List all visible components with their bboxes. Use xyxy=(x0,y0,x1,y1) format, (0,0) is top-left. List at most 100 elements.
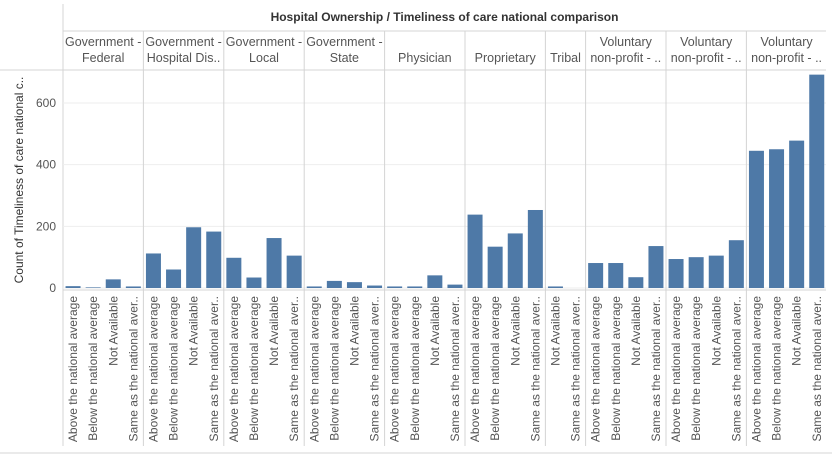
x-tick-label: Not Available xyxy=(106,296,120,366)
bar xyxy=(668,259,684,288)
bar xyxy=(85,287,101,288)
x-tick-label: Not Available xyxy=(267,296,281,366)
x-tick-label: Below the national average xyxy=(609,296,623,441)
bar xyxy=(226,257,242,288)
x-tick-label: Above the national average xyxy=(307,296,321,442)
x-tick-label: Above the national average xyxy=(669,296,683,442)
x-tick-label: Same as the national aver.. xyxy=(448,296,462,441)
chart-title: Hospital Ownership / Timeliness of care … xyxy=(271,10,619,24)
x-tick-label: Below the national average xyxy=(770,296,784,441)
bar xyxy=(387,286,403,288)
x-tick-label: Below the national average xyxy=(488,296,502,441)
group-header-label: State xyxy=(330,51,359,65)
bar xyxy=(266,238,282,288)
x-tick-label: Not Available xyxy=(709,296,723,366)
x-tick-label: Same as the national aver.. xyxy=(569,296,583,441)
group-header-label: Government - xyxy=(226,35,302,49)
x-tick-label: Below the national average xyxy=(167,296,181,441)
x-tick-label: Below the national average xyxy=(689,296,703,441)
bar xyxy=(427,275,443,288)
x-tick-label: Not Available xyxy=(548,296,562,366)
x-tick-label: Below the national average xyxy=(247,296,261,441)
bar xyxy=(648,246,664,288)
bar xyxy=(166,269,182,288)
group-header-label: non-profit - .. xyxy=(590,51,661,65)
bar xyxy=(306,286,322,288)
y-axis-label: Count of Timeliness of care national c.. xyxy=(12,77,26,284)
bar xyxy=(186,227,202,288)
x-tick-label: Not Available xyxy=(187,296,201,366)
x-tick-label: Same as the national aver.. xyxy=(528,296,542,441)
x-tick-label: Same as the national aver.. xyxy=(368,296,382,441)
y-tick-label: 400 xyxy=(36,158,56,172)
bar xyxy=(789,140,805,288)
x-tick-label: Not Available xyxy=(347,296,361,366)
group-header-label: non-profit - .. xyxy=(671,51,742,65)
x-tick-label: Same as the national aver.. xyxy=(729,296,743,441)
bar xyxy=(527,209,543,288)
x-tick-label: Same as the national aver.. xyxy=(810,296,824,441)
group-header-label: Tribal xyxy=(550,51,581,65)
bar xyxy=(246,277,262,288)
bar xyxy=(467,214,483,288)
x-tick-label: Same as the national aver.. xyxy=(207,296,221,441)
bar xyxy=(748,150,764,288)
x-tick-label: Not Available xyxy=(508,296,522,366)
x-tick-label: Same as the national aver.. xyxy=(126,296,140,441)
bar xyxy=(708,255,724,288)
y-tick-label: 600 xyxy=(36,96,56,110)
y-tick-label: 200 xyxy=(36,219,56,233)
bar xyxy=(728,240,744,288)
bar xyxy=(628,277,644,288)
group-header-label: Proprietary xyxy=(475,51,537,65)
bar xyxy=(145,253,161,288)
x-tick-label: Below the national average xyxy=(408,296,422,441)
bar xyxy=(105,279,121,288)
bar xyxy=(547,286,563,288)
group-header-label: Voluntary xyxy=(761,35,814,49)
x-tick-label: Above the national average xyxy=(468,296,482,442)
x-tick-label: Below the national average xyxy=(327,296,341,441)
group-header-label: Voluntary xyxy=(680,35,733,49)
bar xyxy=(688,257,704,288)
group-header-label: Federal xyxy=(82,51,124,65)
bar xyxy=(769,149,785,288)
group-header-label: Government - xyxy=(306,35,382,49)
y-tick-label: 0 xyxy=(49,281,56,295)
bar xyxy=(346,282,362,288)
x-tick-label: Not Available xyxy=(629,296,643,366)
bar xyxy=(286,255,302,288)
bar xyxy=(125,286,141,288)
x-tick-label: Same as the national aver.. xyxy=(649,296,663,441)
group-header-label: Government - xyxy=(145,35,221,49)
bar xyxy=(447,284,463,288)
group-header-label: Government - xyxy=(65,35,141,49)
x-tick-label: Not Available xyxy=(790,296,804,366)
bar xyxy=(809,74,825,288)
bar xyxy=(608,263,624,288)
x-tick-label: Above the national average xyxy=(388,296,402,442)
x-tick-label: Below the national average xyxy=(86,296,100,441)
bar xyxy=(487,246,503,288)
bar xyxy=(507,233,523,288)
x-tick-label: Above the national average xyxy=(589,296,603,442)
bar xyxy=(367,285,383,288)
group-header-label: non-profit - .. xyxy=(751,51,822,65)
group-header-label: Physician xyxy=(398,51,452,65)
bar xyxy=(326,280,342,288)
group-header-label: Local xyxy=(249,51,279,65)
bar xyxy=(407,286,423,288)
x-tick-label: Above the national average xyxy=(146,296,160,442)
x-tick-label: Not Available xyxy=(428,296,442,366)
group-header-label: Hospital Dis.. xyxy=(147,51,221,65)
x-tick-label: Above the national average xyxy=(749,296,763,442)
bar xyxy=(206,231,222,288)
x-tick-label: Same as the national aver.. xyxy=(287,296,301,441)
x-tick-label: Above the national average xyxy=(227,296,241,442)
bar xyxy=(65,286,81,288)
group-header-label: Voluntary xyxy=(600,35,653,49)
x-tick-label: Above the national average xyxy=(66,296,80,442)
bar xyxy=(588,263,604,288)
